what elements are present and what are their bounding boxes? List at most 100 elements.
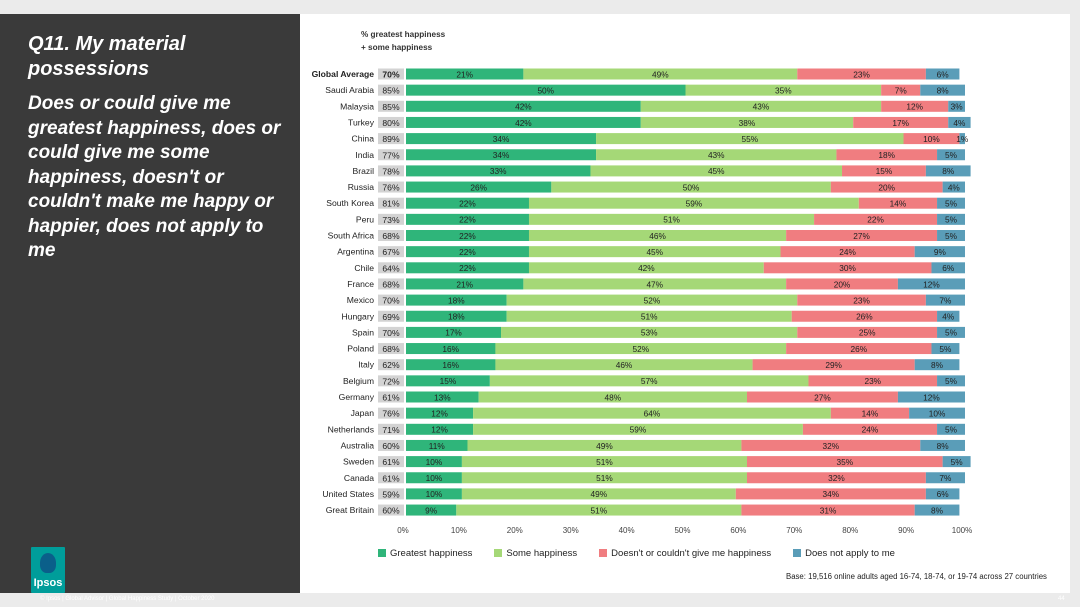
base-note: Base: 19,516 online adults aged 16-74, 1… (786, 572, 1047, 581)
combined-value-belgium: 72% (382, 376, 400, 386)
bar-label-some-happiness-india: 43% (708, 150, 725, 160)
bar-label-some-happiness-russia: 50% (683, 182, 700, 192)
combined-box-hungary (378, 310, 404, 322)
bar-label-does-not-apply-to-me-sweden: 5% (951, 457, 964, 467)
legend-label-not: Doesn't or couldn't give me happiness (611, 547, 772, 559)
bar-doesn-t-or-couldn-t-give-me-happiness-hungary (791, 310, 938, 322)
bar-does-not-apply-to-me-chile (931, 262, 965, 274)
bar-does-not-apply-to-me-china (959, 133, 965, 145)
chart-legend: Greatest happiness Some happiness Doesn'… (378, 546, 909, 560)
bar-some-happiness-canada (461, 472, 747, 484)
legend-swatch-not (599, 549, 608, 557)
bar-label-greatest-happiness-russia: 26% (470, 182, 487, 192)
bar-doesn-t-or-couldn-t-give-me-happiness-brazil (842, 165, 926, 177)
bar-label-greatest-happiness-japan: 12% (431, 408, 448, 418)
bar-label-does-not-apply-to-me-mexico: 7% (939, 295, 952, 305)
bar-label-does-not-apply-to-me-germany: 12% (923, 392, 940, 402)
bar-does-not-apply-to-me-hungary (937, 310, 960, 322)
combined-value-mexico: 70% (382, 296, 400, 306)
bar-label-greatest-happiness-china: 34% (493, 134, 510, 144)
bar-label-doesn-t-or-couldn-t-give-me-happiness-italy: 29% (825, 360, 842, 370)
bar-greatest-happiness-india (406, 149, 597, 161)
bar-label-greatest-happiness-poland: 16% (442, 344, 459, 354)
country-label-peru: Peru (356, 214, 374, 224)
bar-does-not-apply-to-me-south-korea (937, 197, 965, 209)
combined-box-malaysia (378, 100, 404, 112)
bar-doesn-t-or-couldn-t-give-me-happiness-sweden (746, 456, 943, 468)
bar-does-not-apply-to-me-australia (920, 439, 965, 451)
combined-box-italy (378, 359, 404, 371)
bar-does-not-apply-to-me-italy (914, 359, 960, 371)
country-label-united-states: United States (322, 489, 374, 499)
bar-some-happiness-malaysia (640, 100, 882, 112)
bar-does-not-apply-to-me-great-britain (914, 504, 960, 516)
bar-greatest-happiness-canada (406, 472, 462, 484)
combined-box-saudi-arabia (378, 84, 404, 96)
x-tick-label: 30% (563, 526, 579, 535)
bar-some-happiness-belgium (489, 375, 809, 387)
bar-label-doesn-t-or-couldn-t-give-me-happiness-south-korea: 14% (890, 199, 907, 209)
bar-greatest-happiness-china (406, 133, 597, 145)
x-tick-label: 40% (619, 526, 635, 535)
ipsos-logo-text: Ipsos (33, 577, 63, 589)
bar-doesn-t-or-couldn-t-give-me-happiness-italy (752, 359, 915, 371)
x-tick-label: 100% (952, 526, 972, 535)
combined-value-australia: 60% (382, 441, 400, 451)
bar-label-doesn-t-or-couldn-t-give-me-happiness-saudi-arabia: 7% (895, 85, 908, 95)
bar-greatest-happiness-hungary (406, 310, 507, 322)
combined-box-japan (378, 407, 404, 419)
bar-doesn-t-or-couldn-t-give-me-happiness-mexico (797, 294, 926, 306)
combined-box-mexico (378, 294, 404, 306)
bar-doesn-t-or-couldn-t-give-me-happiness-turkey (853, 116, 949, 128)
bar-does-not-apply-to-me-spain (937, 326, 965, 338)
bar-label-doesn-t-or-couldn-t-give-me-happiness-brazil: 15% (876, 166, 893, 176)
bar-label-does-not-apply-to-me-south-africa: 5% (945, 231, 958, 241)
bar-does-not-apply-to-me-turkey (948, 116, 971, 128)
combined-box-china (378, 133, 404, 145)
bar-label-does-not-apply-to-me-chile: 6% (942, 263, 955, 273)
bar-greatest-happiness-south-africa (406, 230, 529, 241)
country-label-belgium: Belgium (343, 376, 374, 386)
combined-value-global-average: 70% (382, 70, 400, 80)
combined-value-malaysia: 85% (382, 102, 400, 112)
bar-some-happiness-poland (495, 343, 787, 355)
combined-value-poland: 68% (382, 344, 400, 354)
bar-label-doesn-t-or-couldn-t-give-me-happiness-chile: 30% (839, 263, 856, 273)
page-number: 44 (1058, 596, 1065, 602)
bar-label-doesn-t-or-couldn-t-give-me-happiness-netherlands: 24% (862, 425, 879, 435)
bar-label-does-not-apply-to-me-united-states: 6% (937, 489, 950, 499)
bar-does-not-apply-to-me-saudi-arabia (920, 84, 965, 96)
bar-label-greatest-happiness-hungary: 18% (448, 312, 465, 322)
bar-does-not-apply-to-me-south-africa (937, 230, 965, 241)
country-label-russia: Russia (348, 182, 374, 192)
bar-some-happiness-global-average (523, 68, 798, 80)
bar-label-greatest-happiness-united-states: 10% (426, 489, 443, 499)
bar-label-doesn-t-or-couldn-t-give-me-happiness-turkey: 17% (892, 118, 909, 128)
country-label-great-britain: Great Britain (326, 505, 374, 515)
bar-some-happiness-turkey (640, 116, 854, 128)
bar-greatest-happiness-netherlands (406, 423, 474, 435)
country-label-france: France (347, 279, 374, 289)
bar-label-greatest-happiness-brazil: 33% (490, 166, 507, 176)
bar-label-does-not-apply-to-me-australia: 8% (937, 441, 950, 451)
bar-some-happiness-australia (467, 439, 742, 451)
bar-doesn-t-or-couldn-t-give-me-happiness-poland (786, 343, 932, 355)
bar-label-greatest-happiness-chile: 22% (459, 263, 476, 273)
bar-label-doesn-t-or-couldn-t-give-me-happiness-hungary: 26% (856, 312, 873, 322)
bar-label-some-happiness-peru: 51% (663, 215, 680, 225)
combined-box-south-africa (378, 230, 404, 241)
bar-does-not-apply-to-me-peru (937, 213, 965, 225)
bar-greatest-happiness-united-states (406, 488, 462, 500)
bar-label-greatest-happiness-france: 21% (456, 279, 473, 289)
bar-label-doesn-t-or-couldn-t-give-me-happiness-china: 10% (923, 134, 940, 144)
bar-some-happiness-sweden (461, 456, 747, 468)
ipsos-logo: Ipsos (31, 547, 65, 593)
combined-box-belgium (378, 375, 404, 387)
bar-greatest-happiness-mexico (406, 294, 507, 306)
bar-doesn-t-or-couldn-t-give-me-happiness-japan (830, 407, 910, 419)
bar-some-happiness-germany (478, 391, 747, 403)
bar-some-happiness-south-africa (528, 230, 787, 241)
bar-label-doesn-t-or-couldn-t-give-me-happiness-belgium: 23% (864, 376, 881, 386)
bar-label-some-happiness-china: 55% (741, 134, 758, 144)
country-label-china: China (352, 134, 375, 144)
